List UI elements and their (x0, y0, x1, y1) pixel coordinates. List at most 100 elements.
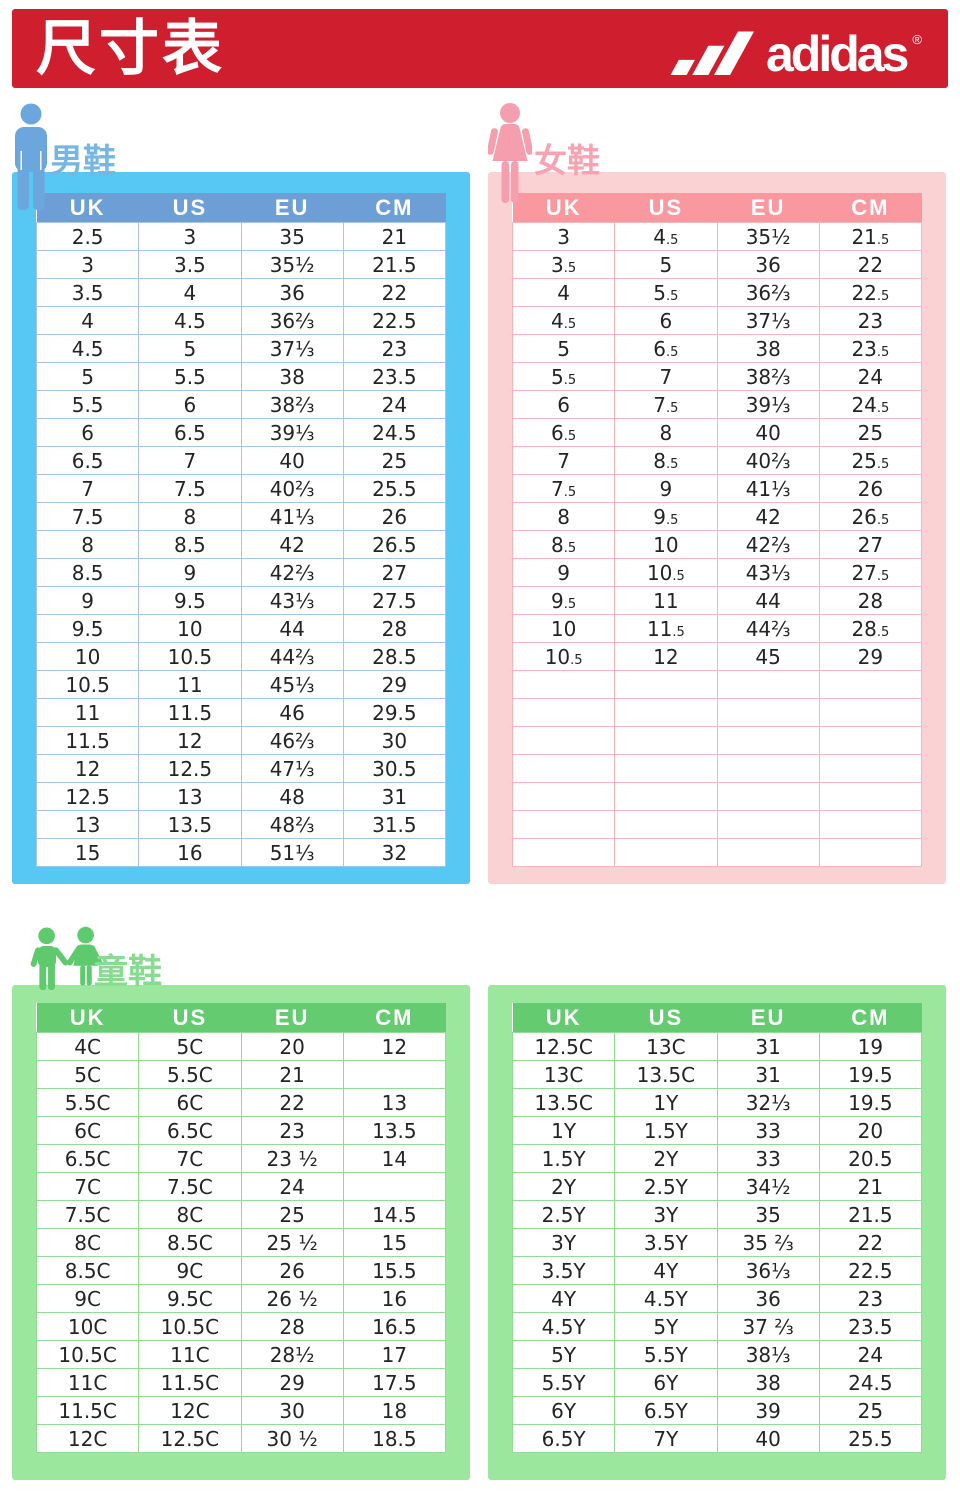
table-cell: 8.5C (35, 1256, 140, 1285)
table-cell: 39 (716, 1396, 820, 1425)
column-header: CM (819, 1003, 922, 1033)
table-cell: 10 (614, 530, 718, 559)
column-header: EU (241, 1003, 344, 1033)
table-cell: 38⅓ (716, 1340, 820, 1369)
womens-size-table: UK US EU CM 3 4.5 35½ 21.5 3.5 5 36 22 4 5.5 36⅔ 22.5 4.… (511, 193, 923, 867)
table-cell: 12C (138, 1396, 242, 1425)
table-cell: 8.5C (138, 1228, 242, 1257)
table-cell: 7 (138, 446, 242, 475)
table-row: 7C 7.5C 24 (35, 1172, 447, 1201)
table-cell: 39⅓ (716, 390, 820, 419)
table-cell: 10.5 (138, 642, 242, 671)
table-cell: 14 (342, 1144, 447, 1173)
column-header: US (614, 1003, 717, 1033)
table-cell: 11.5 (138, 698, 242, 727)
table-cell: 44 (716, 586, 820, 615)
table-cell: 7 (35, 474, 140, 503)
table-cell: 32⅓ (716, 1088, 820, 1117)
table-cell: 7C (35, 1172, 140, 1201)
table-cell: 3 (138, 222, 242, 251)
table-row: 13 13.5 48⅔ 31.5 (35, 810, 447, 839)
table-cell: 12.5 (35, 782, 140, 811)
header-bar: 尺寸表 adidas ® (12, 9, 948, 88)
table-cell: 20 (818, 1116, 923, 1145)
table-row: 8 9.5 42 26.5 (511, 502, 923, 531)
table-cell: 7.5 (511, 474, 616, 503)
column-header: UK (36, 193, 139, 223)
table-cell: 6C (138, 1088, 242, 1117)
table-cell: 35 ⅔ (716, 1228, 820, 1257)
table-cell (818, 782, 923, 811)
table-cell: 35½ (716, 222, 820, 251)
table-cell: 3.5Y (511, 1256, 616, 1285)
table-row: 5C 5.5C 21 (35, 1060, 447, 1089)
table-row: 3 4.5 35½ 21.5 (511, 222, 923, 251)
table-cell (511, 810, 616, 839)
table-cell: 5Y (511, 1340, 616, 1369)
table-cell: 29 (818, 642, 923, 671)
table-cell: 13.5 (138, 810, 242, 839)
table-cell: 21.5 (818, 222, 923, 251)
table-cell (614, 698, 718, 727)
table-cell: 40⅔ (240, 474, 344, 503)
table-row: 4Y 4.5Y 36 23 (511, 1284, 923, 1313)
table-row: 3.5 5 36 22 (511, 250, 923, 279)
table-cell: 15.5 (342, 1256, 447, 1285)
table-cell (342, 1172, 447, 1201)
table-cell: 5.5C (35, 1088, 140, 1117)
male-icon (12, 103, 50, 216)
table-cell: 23 (342, 334, 447, 363)
table-cell (818, 838, 923, 867)
table-cell: 10.5 (511, 642, 616, 671)
table-cell (716, 670, 820, 699)
table-cell: 40⅔ (716, 446, 820, 475)
table-cell: 31.5 (342, 810, 447, 839)
table-cell: 4.5 (35, 334, 140, 363)
table-cell: 5C (35, 1060, 140, 1089)
table-row: 2.5Y 3Y 35 21.5 (511, 1200, 923, 1229)
table-row: 6.5 8 40 25 (511, 418, 923, 447)
table-cell: 47⅓ (240, 754, 344, 783)
table-cell (716, 754, 820, 783)
table-cell: 7C (138, 1144, 242, 1173)
table-cell: 20.5 (818, 1144, 923, 1173)
table-cell: 7 (511, 446, 616, 475)
table-row: 3.5Y 4Y 36⅓ 22.5 (511, 1256, 923, 1285)
table-cell: 48⅔ (240, 810, 344, 839)
table-cell: 4C (35, 1032, 140, 1061)
table-cell: 44⅔ (716, 614, 820, 643)
table-cell: 24 (342, 390, 447, 419)
table-cell: 42 (716, 502, 820, 531)
table-row: 9 10.5 43⅓ 27.5 (511, 558, 923, 587)
table-cell: 12C (35, 1424, 140, 1453)
table-cell: 13C (614, 1032, 718, 1061)
table-cell: 18 (342, 1396, 447, 1425)
table-cell: 46⅔ (240, 726, 344, 755)
table-row: 3Y 3.5Y 35 ⅔ 22 (511, 1228, 923, 1257)
table-cell: 4 (138, 278, 242, 307)
table-cell: 5 (511, 334, 616, 363)
table-cell: 11 (614, 586, 718, 615)
table-row: 5 5.5 38 23.5 (35, 362, 447, 391)
table-cell: 28.5 (818, 614, 923, 643)
table-cell: 37⅓ (240, 334, 344, 363)
column-header: EU (717, 1003, 820, 1033)
table-cell: 11.5C (138, 1368, 242, 1397)
table-cell: 23.5 (818, 334, 923, 363)
table-cell: 40 (716, 1424, 820, 1453)
table-cell: 5.5 (614, 278, 718, 307)
table-cell: 7.5C (138, 1172, 242, 1201)
table-row: 6.5C 7C 23 ½ 14 (35, 1144, 447, 1173)
table-row: 8 8.5 42 26.5 (35, 530, 447, 559)
table-cell: 9.5 (35, 614, 140, 643)
table-cell: 5.5 (35, 390, 140, 419)
kids-section-label: 童鞋 (94, 953, 162, 991)
children-icon (30, 926, 108, 1007)
table-row: 9 9.5 43⅓ 27.5 (35, 586, 447, 615)
table-cell: 2Y (614, 1144, 718, 1173)
table-cell: 7.5 (614, 390, 718, 419)
table-cell: 5.5 (138, 362, 242, 391)
table-cell (511, 782, 616, 811)
table-cell (716, 698, 820, 727)
table-row: 7 7.5 40⅔ 25.5 (35, 474, 447, 503)
